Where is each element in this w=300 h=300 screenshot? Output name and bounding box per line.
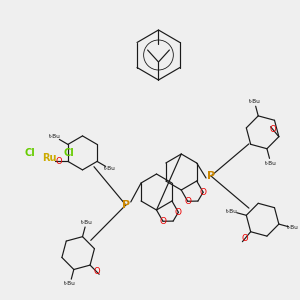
- Text: t-Bu: t-Bu: [64, 281, 76, 286]
- Text: O: O: [159, 217, 167, 226]
- Text: P: P: [122, 200, 130, 210]
- Text: O: O: [200, 188, 207, 197]
- Text: t-Bu: t-Bu: [49, 134, 61, 140]
- Text: P: P: [207, 171, 215, 181]
- Text: Cl: Cl: [64, 148, 75, 158]
- Text: Ru: Ru: [42, 153, 57, 163]
- Text: t-Bu: t-Bu: [104, 167, 116, 171]
- Text: O: O: [93, 267, 100, 276]
- Text: O: O: [242, 234, 248, 243]
- Text: O: O: [56, 157, 62, 166]
- Text: t-Bu: t-Bu: [248, 99, 260, 104]
- Text: t-Bu: t-Bu: [287, 226, 299, 230]
- Text: t-Bu: t-Bu: [265, 161, 277, 166]
- Text: t-Bu: t-Bu: [226, 209, 238, 214]
- Text: Cl: Cl: [24, 148, 35, 158]
- Text: t-Bu: t-Bu: [80, 220, 92, 225]
- Text: O: O: [270, 125, 276, 134]
- Text: O: O: [184, 197, 191, 206]
- Text: O: O: [175, 208, 182, 217]
